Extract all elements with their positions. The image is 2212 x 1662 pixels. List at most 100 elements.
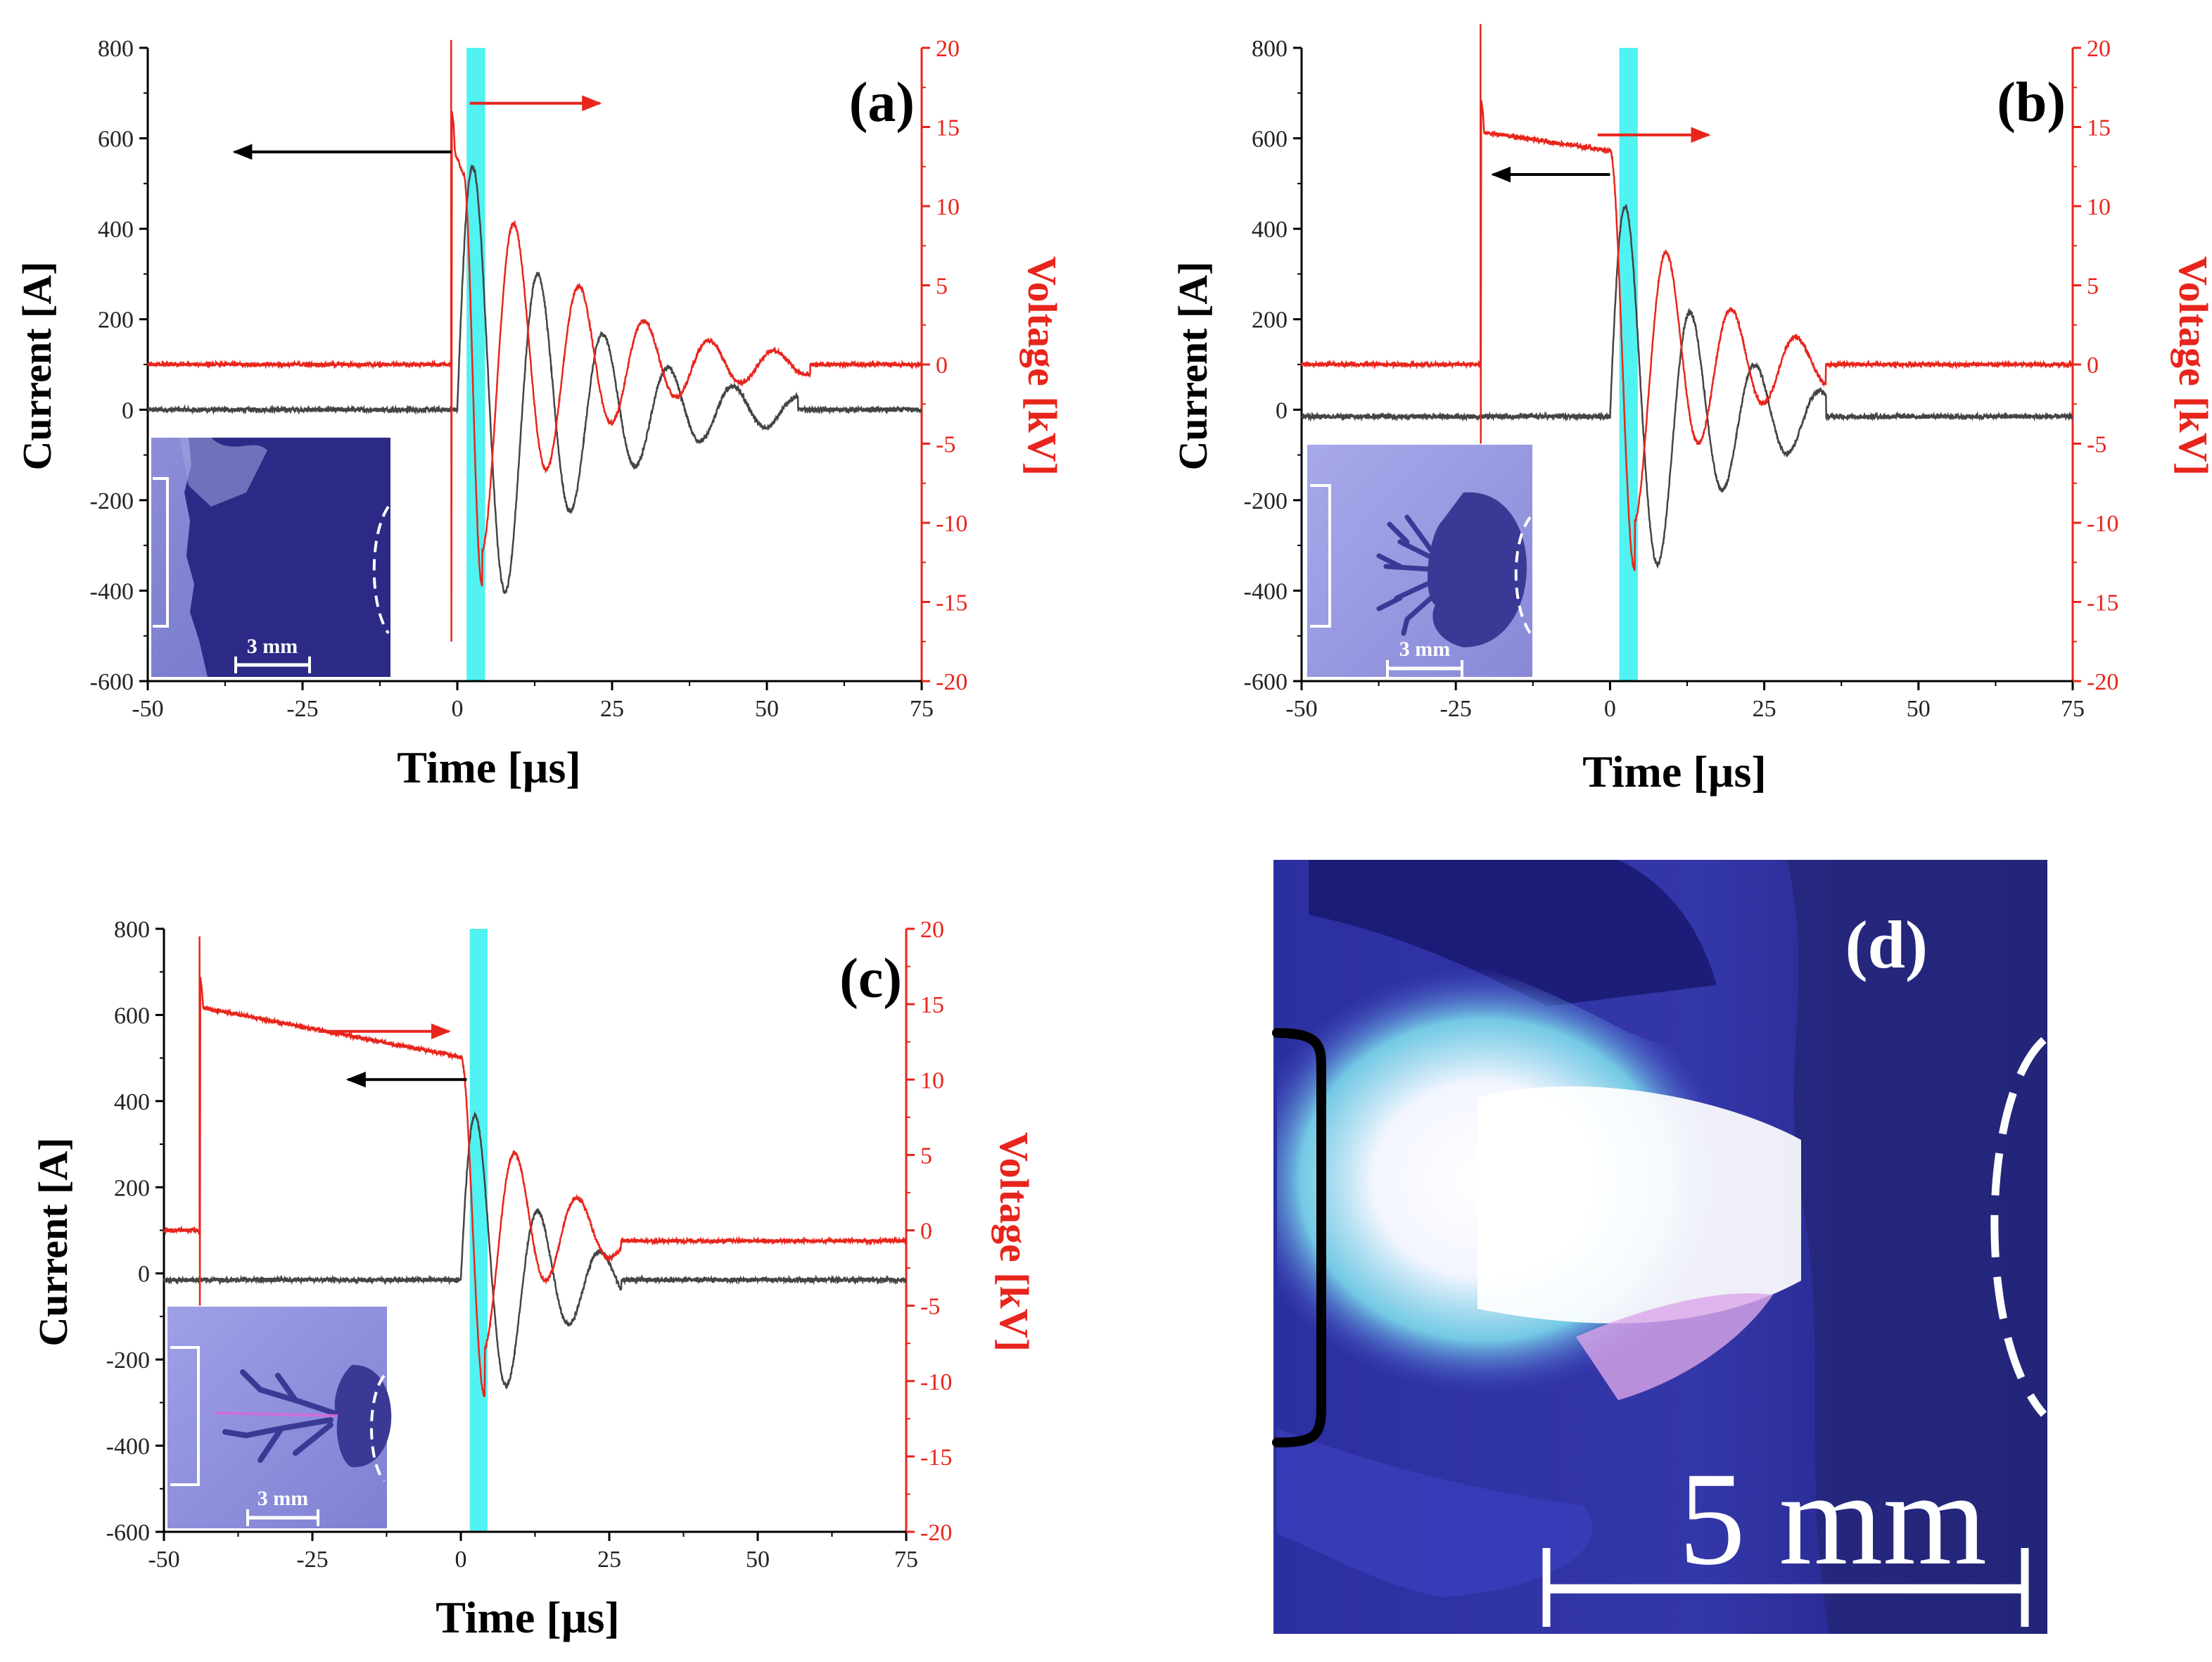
y-tick-label-right: -10 — [920, 1369, 952, 1395]
series-current — [146, 165, 923, 595]
panel-a: 3 mm -50 -25 0 25 50 75-600-400-2000200400600… — [14, 36, 1065, 792]
panel-d-photo: (d) 5 mm — [1272, 860, 2047, 1634]
x-tick-label: -50 — [132, 696, 163, 722]
y-axis-title-right: Voltage [kV] — [991, 1132, 1037, 1352]
x-axis-title: Time [µs] — [436, 1592, 619, 1642]
y-tick-label-right: 5 — [920, 1143, 932, 1169]
discharge-channel — [214, 1412, 338, 1417]
y-tick-label-right: 5 — [936, 274, 948, 300]
y-axis-title-right: Voltage [kV] — [2170, 256, 2212, 476]
y-tick-label-left: 0 — [1276, 398, 1288, 424]
x-tick-label: -50 — [1285, 696, 1317, 722]
discharge-region — [334, 1364, 392, 1468]
scale-bar-label: 3 mm — [247, 635, 298, 658]
y-tick-label-left: -600 — [90, 669, 134, 695]
y-tick-label-left: 600 — [1252, 127, 1288, 153]
x-tick-label: -25 — [296, 1547, 328, 1573]
electrode-outline-dashed — [370, 1374, 386, 1483]
scale-bar-label: 3 mm — [1399, 637, 1450, 661]
scale-bar-label: 3 mm — [258, 1487, 308, 1510]
y-tick-label-left: -400 — [90, 578, 134, 604]
x-tick-label: 50 — [755, 696, 779, 722]
discharge-region — [1428, 492, 1527, 647]
panel-label: (c) — [839, 948, 902, 1010]
x-tick-label: 50 — [1907, 696, 1931, 722]
y-tick-label-left: 200 — [114, 1175, 150, 1201]
electrode-outline — [153, 477, 169, 628]
x-tick-label: 25 — [600, 696, 624, 722]
y-tick-label-right: 20 — [2087, 36, 2111, 62]
plot-area: -50 -25 0 25 50 75 -600 -400 -200 0 200 400 600 800 -2… — [1244, 24, 2118, 722]
series-voltage — [146, 39, 923, 642]
y-tick-label-left: 800 — [1252, 36, 1288, 62]
y-tick-label-right: -5 — [920, 1294, 940, 1320]
panel-b: 3 mm -50 -25 0 25 50 75 -600 -400 -200 0 200 400 600… — [1170, 24, 2212, 797]
y-tick-label-right: -5 — [2087, 432, 2106, 458]
dendritic-tree — [222, 1369, 341, 1463]
y-tick-label-right: -15 — [2087, 590, 2118, 616]
y-tick-label-left: -400 — [106, 1434, 150, 1460]
y-tick-label-left: 600 — [114, 1003, 150, 1029]
y-axis-title-left: Current [A] — [1170, 262, 1216, 471]
electrode-outline — [1310, 484, 1331, 628]
y-tick-label-left: -600 — [106, 1520, 150, 1546]
series-current — [163, 1110, 907, 1390]
electrode-outline — [170, 1346, 200, 1486]
series-current — [1301, 203, 2073, 569]
y-tick-label-left: 0 — [122, 398, 134, 424]
x-tick-label: 0 — [1604, 696, 1616, 722]
y-tick-label-left: -400 — [1244, 578, 1288, 604]
y-tick-label-left: -200 — [106, 1347, 150, 1374]
y-tick-label-left: 800 — [98, 36, 134, 62]
x-tick-label: 25 — [1753, 696, 1776, 722]
y-tick-label-left: 800 — [114, 917, 150, 943]
y-tick-label-right: 10 — [2087, 194, 2111, 220]
y-axis-title-left: Current [A] — [30, 1138, 76, 1347]
panel-label: (b) — [1997, 72, 2066, 134]
y-tick-label-right: 15 — [2087, 115, 2111, 141]
y-tick-label-left: 200 — [1252, 307, 1288, 334]
x-tick-label: -25 — [1440, 696, 1472, 722]
y-tick-label-left: 400 — [1252, 217, 1288, 243]
dendritic-tree — [1376, 514, 1452, 636]
x-tick-label: -50 — [148, 1547, 179, 1573]
photo-inset: 3 mm — [167, 1307, 392, 1528]
y-tick-label-right: -20 — [920, 1520, 952, 1546]
x-tick-label: 75 — [2061, 696, 2085, 722]
x-tick-label: 0 — [452, 696, 464, 722]
x-tick-label: 0 — [455, 1547, 467, 1573]
y-tick-label-right: -20 — [2087, 669, 2118, 695]
y-tick-label-right: 10 — [920, 1067, 944, 1093]
y-tick-label-right: 15 — [936, 115, 960, 141]
y-tick-label-left: -200 — [1244, 488, 1288, 514]
panel-label: (d) — [1845, 907, 1928, 982]
x-tick-label: 50 — [746, 1547, 770, 1573]
plot-area: -50 -25 0 25 50 75-600-400-2000200400600800-2… — [106, 917, 953, 1573]
plot-area: -50 -25 0 25 50 75-600-400-2000200400600800-2… — [90, 36, 968, 722]
electrode-outline-dashed — [1514, 516, 1532, 635]
y-tick-label-left: 400 — [98, 217, 134, 243]
y-tick-label-right: 0 — [920, 1219, 932, 1245]
y-tick-label-right: 5 — [2087, 274, 2099, 300]
series-voltage — [163, 936, 908, 1397]
scale-bar-label: 5 mm — [1679, 1445, 1987, 1593]
electrode-outline-dashed — [372, 505, 390, 635]
y-axis-title-right: Voltage [kV] — [1019, 256, 1065, 476]
y-tick-label-right: -5 — [936, 432, 955, 458]
y-tick-label-right: 20 — [936, 36, 960, 62]
x-axis-title: Time [µs] — [1582, 747, 1766, 797]
y-axis-title-left: Current [A] — [14, 262, 60, 471]
y-tick-label-right: 10 — [936, 194, 960, 220]
y-tick-label-right: -10 — [2087, 511, 2118, 537]
y-tick-label-right: 15 — [920, 992, 944, 1018]
y-tick-label-right: 20 — [920, 917, 944, 943]
x-axis-title: Time [µs] — [397, 742, 580, 792]
y-tick-label-left: -600 — [1244, 669, 1288, 695]
pink-glow — [1576, 1293, 1773, 1400]
y-tick-label-right: -10 — [936, 511, 967, 537]
photo-inset: 3 mm — [151, 438, 390, 677]
panel-label: (a) — [849, 72, 915, 134]
y-tick-label-left: 400 — [114, 1089, 150, 1115]
y-tick-label-right: -15 — [936, 590, 967, 616]
